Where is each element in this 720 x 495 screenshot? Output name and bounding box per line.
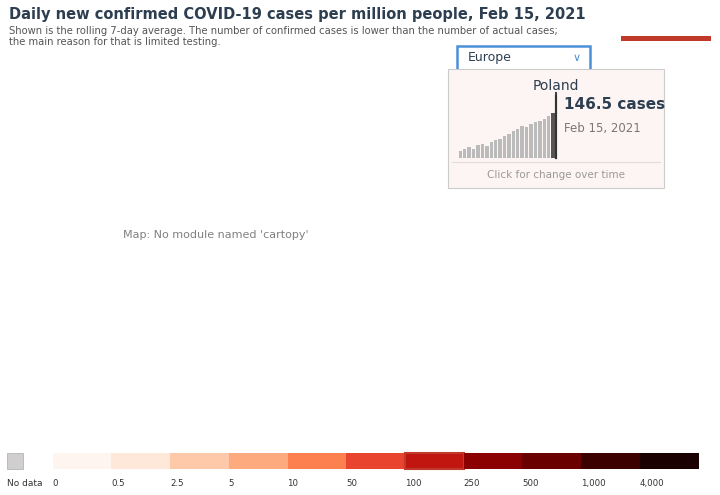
- Bar: [229, 452, 287, 469]
- Text: 5: 5: [229, 479, 234, 488]
- Text: 10: 10: [287, 479, 299, 488]
- Bar: [459, 150, 462, 158]
- Bar: [581, 452, 640, 469]
- Bar: [547, 116, 550, 158]
- Bar: [7, 452, 22, 469]
- Text: 4,000: 4,000: [640, 479, 665, 488]
- Bar: [534, 122, 537, 158]
- Bar: [521, 126, 524, 158]
- Text: Click for change over time: Click for change over time: [487, 170, 625, 180]
- Text: 500: 500: [523, 479, 539, 488]
- Text: Daily new confirmed COVID-19 cases per million people, Feb 15, 2021: Daily new confirmed COVID-19 cases per m…: [9, 7, 585, 22]
- Text: 250: 250: [464, 479, 480, 488]
- Text: No data: No data: [6, 479, 42, 488]
- Bar: [523, 452, 581, 469]
- Text: 1,000: 1,000: [581, 479, 606, 488]
- Bar: [485, 146, 489, 158]
- Bar: [543, 119, 546, 158]
- Text: Feb 15, 2021: Feb 15, 2021: [564, 122, 642, 135]
- Bar: [512, 131, 515, 158]
- Bar: [467, 147, 471, 158]
- Bar: [463, 148, 467, 158]
- Bar: [494, 140, 498, 158]
- Bar: [170, 452, 229, 469]
- Bar: [346, 452, 405, 469]
- Text: 0.5: 0.5: [112, 479, 125, 488]
- Text: 100: 100: [405, 479, 421, 488]
- Text: Poland: Poland: [533, 79, 579, 93]
- Text: Europe: Europe: [468, 51, 512, 64]
- Bar: [481, 144, 484, 158]
- Bar: [287, 452, 346, 469]
- Bar: [525, 127, 528, 158]
- Bar: [538, 120, 541, 158]
- Text: Our World
in Data: Our World in Data: [638, 8, 693, 29]
- Bar: [503, 136, 506, 158]
- Text: Map: No module named 'cartopy': Map: No module named 'cartopy': [123, 230, 309, 240]
- Bar: [464, 452, 523, 469]
- FancyBboxPatch shape: [448, 69, 664, 188]
- Bar: [477, 146, 480, 158]
- Text: 50: 50: [346, 479, 357, 488]
- Bar: [490, 142, 493, 158]
- Bar: [640, 452, 698, 469]
- Text: 0: 0: [53, 479, 58, 488]
- Bar: [405, 452, 464, 469]
- Bar: [472, 149, 475, 158]
- Text: 146.5 cases: 146.5 cases: [564, 98, 665, 112]
- Bar: [507, 134, 510, 158]
- Bar: [112, 452, 170, 469]
- Text: the main reason for that is limited testing.: the main reason for that is limited test…: [9, 37, 220, 47]
- Bar: [53, 452, 112, 469]
- Bar: [516, 129, 519, 158]
- Text: Shown is the rolling 7-day average. The number of confirmed cases is lower than : Shown is the rolling 7-day average. The …: [9, 26, 557, 36]
- Bar: [498, 139, 502, 158]
- Text: ∨: ∨: [573, 53, 581, 63]
- Bar: [621, 36, 711, 41]
- Bar: [552, 113, 555, 158]
- Text: 2.5: 2.5: [170, 479, 184, 488]
- FancyBboxPatch shape: [457, 46, 590, 70]
- Bar: [529, 124, 533, 158]
